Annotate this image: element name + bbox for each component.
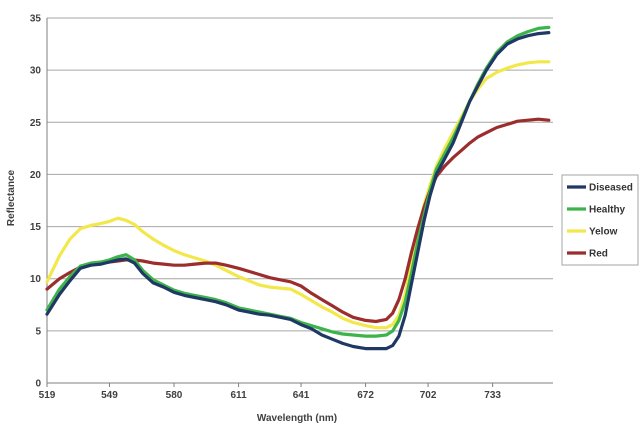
legend-label-healthy: Healthy (589, 205, 626, 216)
x-tick-label: 519 (39, 390, 56, 401)
y-tick-label: 10 (30, 274, 42, 285)
legend: Diseased Healthy Yelow Red (561, 174, 639, 266)
x-tick-label: 733 (484, 390, 501, 401)
legend-label-red: Red (589, 249, 608, 260)
axes: 0 5 10 15 20 25 30 35 519 549 580 611 641 672 702 733 (30, 14, 553, 401)
y-tick-label: 35 (30, 14, 42, 25)
series-line-yelow (45, 60, 551, 330)
x-axis-title: Wavelength (nm) (257, 413, 337, 424)
y-tick-label: 25 (30, 118, 42, 129)
x-tick-label: 611 (231, 390, 248, 401)
series-lines (45, 25, 551, 351)
y-tick-label: 20 (30, 170, 42, 181)
x-tick-label: 580 (166, 390, 183, 401)
y-tick-label: 30 (30, 66, 42, 77)
grid-lines (47, 17, 553, 332)
series-line-healthy (45, 25, 551, 338)
x-tick-label: 672 (357, 390, 374, 401)
y-tick-label: 0 (35, 379, 41, 390)
legend-box (561, 174, 639, 266)
legend-label-yelow: Yelow (589, 227, 618, 238)
y-tick-label: 15 (30, 222, 42, 233)
x-tick-label: 702 (420, 390, 437, 401)
x-tick-label: 549 (101, 390, 118, 401)
y-axis-title: Reflectance (6, 169, 17, 226)
x-tick-label: 641 (293, 390, 310, 401)
series-line-diseased (45, 30, 551, 351)
legend-label-diseased: Diseased (589, 183, 633, 194)
y-tick-label: 5 (35, 326, 41, 337)
